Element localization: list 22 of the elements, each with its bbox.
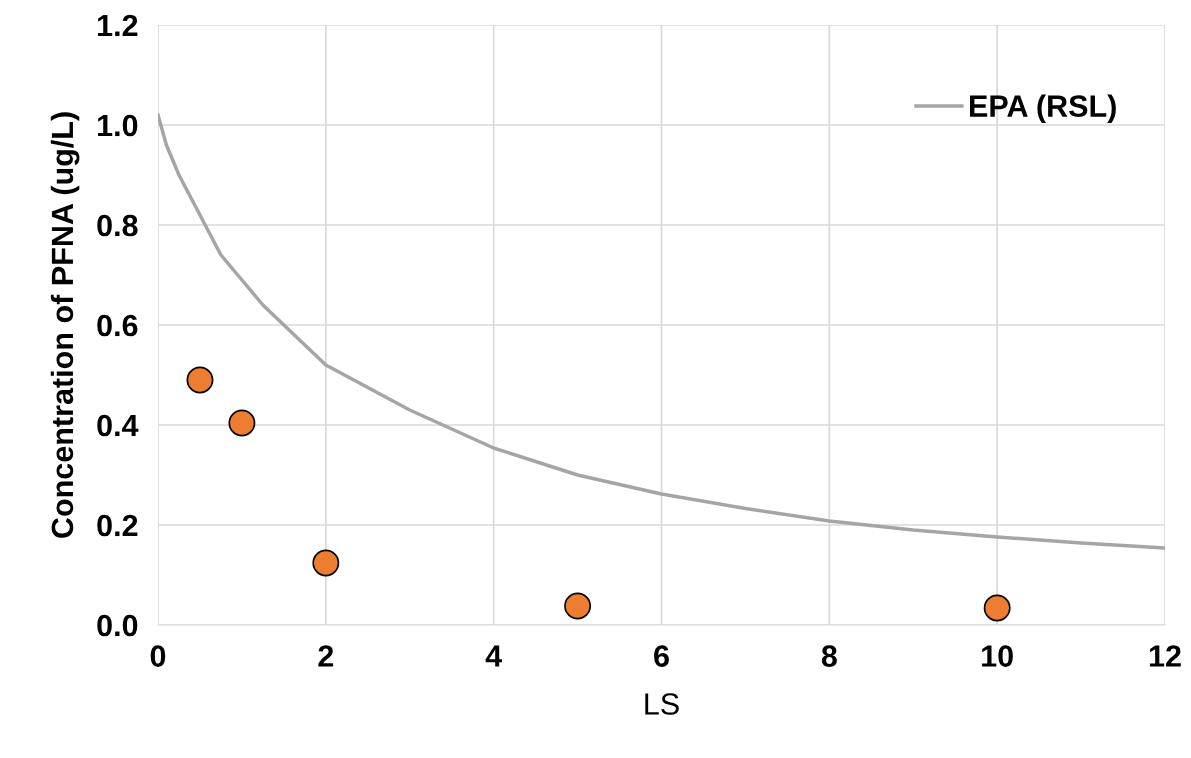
point bbox=[564, 592, 592, 620]
y-axis-title: Concentration of PFNA (ug/L) bbox=[50, 112, 80, 538]
x-tick-label: 2 bbox=[318, 645, 334, 667]
x-tick-label: 12 bbox=[1149, 645, 1181, 667]
y-tick-label: 0.8 bbox=[97, 214, 138, 237]
y-tick-label: 0.2 bbox=[97, 514, 138, 537]
x-tick-label: 6 bbox=[654, 645, 669, 667]
point bbox=[228, 409, 256, 437]
x-axis-title: LS bbox=[645, 693, 679, 715]
x-tick-label: 4 bbox=[485, 645, 502, 667]
y-tick-label: 1.0 bbox=[98, 114, 138, 137]
x-tick-label: 10 bbox=[982, 645, 1013, 667]
point bbox=[186, 366, 214, 394]
y-tick-label: 0.6 bbox=[97, 314, 138, 337]
x-tick-label: 0 bbox=[150, 645, 166, 667]
x-tick-label: 8 bbox=[821, 645, 837, 667]
y-tick-label: 0.0 bbox=[97, 614, 138, 637]
legend-label: EPA (RSL) bbox=[970, 94, 1116, 123]
y-tick-label: 0.4 bbox=[97, 414, 139, 437]
point bbox=[983, 594, 1011, 622]
y-tick-label: 1.2 bbox=[98, 14, 138, 37]
point bbox=[312, 549, 340, 577]
